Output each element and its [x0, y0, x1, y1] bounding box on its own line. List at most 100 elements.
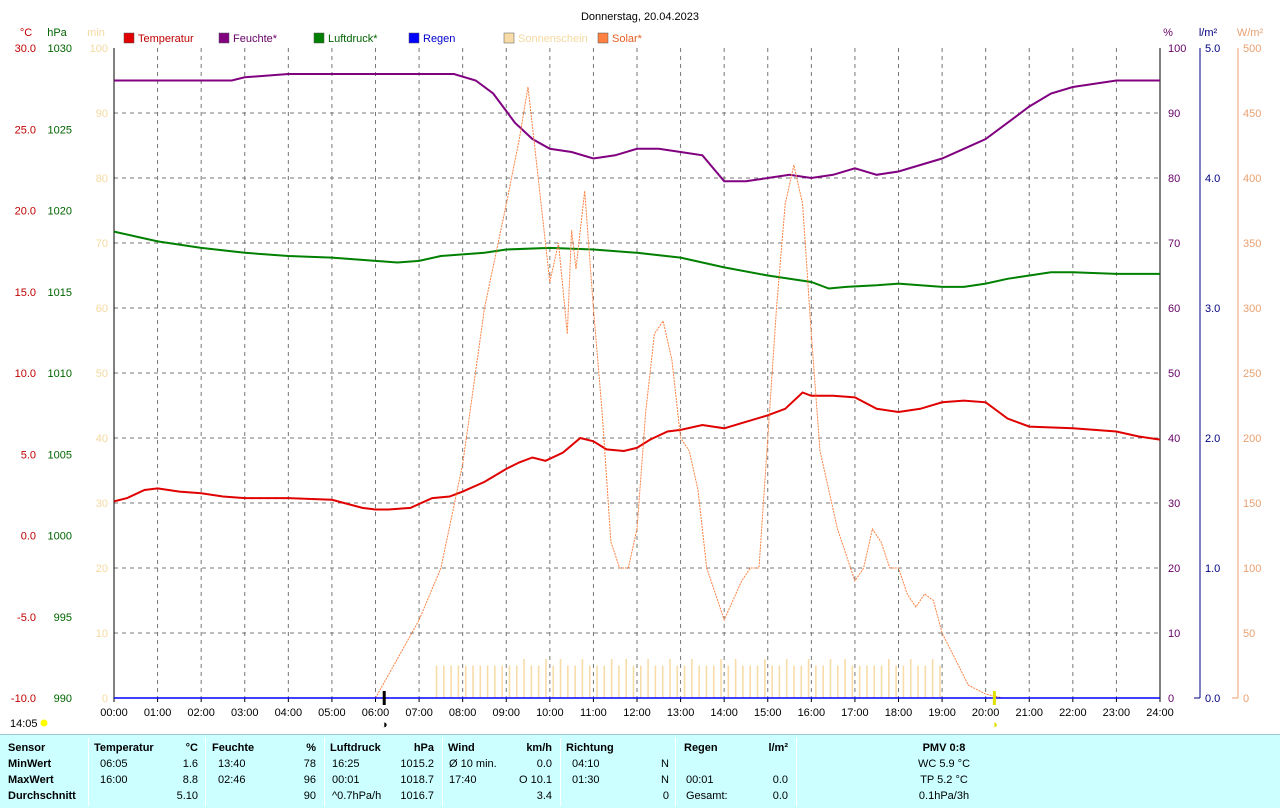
stats-value-pressure: 1015.2 [400, 758, 434, 770]
x-tick-label: 13:00 [667, 707, 695, 719]
axis-tick-sun: 40 [96, 433, 108, 445]
sunset-tick [992, 691, 996, 705]
stats-value-temperature: 8.8 [182, 774, 198, 786]
stats-value-humidity: 78 [303, 758, 316, 770]
x-tick-label: 20:00 [972, 707, 1000, 719]
axis-tick-hum: 20 [1168, 563, 1180, 575]
axis-tick-sun: 60 [96, 303, 108, 315]
stats-value-wind: 3.4 [536, 790, 552, 802]
axis-tick-rain: 2.0 [1205, 433, 1220, 445]
axis-tick-solar: 50 [1243, 628, 1255, 640]
x-tick-label: 24:00 [1146, 707, 1174, 719]
axis-tick-rain: 1.0 [1205, 563, 1220, 575]
grid [114, 48, 1160, 698]
axis-tick-temp: 30.0 [15, 43, 36, 55]
x-tick-label: 12:00 [623, 707, 651, 719]
stats-time-temperature: 16:00 [100, 774, 128, 786]
axis-tick-solar: 350 [1243, 238, 1261, 250]
axis-tick-press: 1030 [48, 43, 72, 55]
axis-tick-sun: 20 [96, 563, 108, 575]
axis-tick-hum: 50 [1168, 368, 1180, 380]
axis-tick-hum: 80 [1168, 173, 1180, 185]
stats-row-label: MaxWert [8, 774, 54, 786]
stats-value-pressure: 1016.7 [400, 790, 434, 802]
legend: Temperatur Feuchte* Luftdruck* Regen Sonnens… [123, 32, 643, 45]
axis-tick-hum: 0 [1168, 693, 1174, 705]
legend-swatch [597, 32, 609, 44]
stats-value-pressure: 1018.7 [400, 774, 434, 786]
x-tick-label: 19:00 [928, 707, 956, 719]
x-tick-label: 08:00 [449, 707, 477, 719]
x-tick-label: 14:00 [710, 707, 738, 719]
x-tick-label: 15:00 [754, 707, 782, 719]
axis-tick-temp: -5.0 [17, 612, 36, 624]
x-tick-label: 16:00 [798, 707, 826, 719]
stats-value-direction: 0 [662, 790, 669, 802]
axis-unit-press: hPa [47, 27, 67, 39]
axis-tick-sun: 80 [96, 173, 108, 185]
axis-tick-sun: 10 [96, 628, 108, 640]
stats-time-rain: 00:01 [686, 774, 714, 786]
axis-tick-solar: 150 [1243, 498, 1261, 510]
axis-tick-solar: 500 [1243, 43, 1261, 55]
stats-header-pmv: PMV 0:8 [922, 742, 966, 754]
axis-tick-sun: 50 [96, 368, 108, 380]
x-tick-label: 05:00 [318, 707, 346, 719]
stats-value-direction: N [661, 758, 669, 770]
stats-value-wind: O 10.1 [518, 774, 552, 786]
stats-time-pressure: ^0.7hPa/h [332, 790, 382, 802]
axis-tick-hum: 60 [1168, 303, 1180, 315]
current-time-label: 14:05 [10, 718, 38, 730]
axis-tick-hum: 100 [1168, 43, 1186, 55]
stats-header-rain: Regen [684, 742, 718, 754]
x-tick-label: 23:00 [1103, 707, 1131, 719]
legend-swatch [218, 32, 230, 44]
axis-tick-hum: 30 [1168, 498, 1180, 510]
axis-tick-press: 1025 [48, 124, 72, 136]
stats-header-pressure: Luftdruck [330, 742, 381, 754]
stats-value-rain: 0.0 [772, 790, 788, 802]
stats-divider [796, 738, 797, 806]
statistics-panel: Sensor MinWert MaxWert Durchschnitt Temperat… [0, 734, 1280, 808]
legend-label: Regen [423, 33, 455, 45]
axis-tick-sun: 90 [96, 108, 108, 120]
axis-unit-solar: W/m² [1237, 27, 1264, 39]
stats-header-wind: Wind [448, 742, 475, 754]
stats-pmv-value: 0.1hPa/3h [918, 790, 970, 802]
legend-label: Luftdruck* [328, 33, 378, 45]
current-time-dot [40, 719, 48, 727]
weather-chart: Donnerstag, 20.04.2023 °C 30.0 25.0 20.0 15.… [10, 11, 1264, 731]
x-tick-label: 04:00 [275, 707, 303, 719]
axis-tick-sun: 100 [90, 43, 108, 55]
stats-time-rain: Gesamt: [686, 790, 728, 802]
axis-tick-press: 1000 [48, 531, 72, 543]
sunset-symbol: ◑ [991, 719, 998, 731]
stats-time-wind: Ø 10 min. [449, 758, 497, 770]
axis-tick-press: 1015 [48, 287, 72, 299]
stats-pmv-value: WC 5.9 °C [917, 758, 971, 770]
stats-divider [442, 738, 443, 806]
stats-value-humidity: 90 [303, 790, 316, 802]
stats-row-label: MinWert [8, 758, 52, 770]
stats-value-direction: N [661, 774, 669, 786]
axis-tick-temp: 15.0 [15, 287, 36, 299]
x-tick-label: 02:00 [187, 707, 215, 719]
stats-time-humidity: 02:46 [218, 774, 246, 786]
markers: 14:05 ◑ ◑ [10, 691, 998, 731]
x-tick-label: 11:00 [580, 707, 607, 719]
series-line-temperatur [113, 391, 1161, 511]
x-tick-label: 06:00 [362, 707, 390, 719]
stats-unit-pressure: hPa [413, 742, 434, 754]
axis-tick-solar: 0 [1243, 693, 1249, 705]
x-tick-label: 17:00 [841, 707, 869, 719]
stats-divider [675, 738, 676, 806]
axis-tick-hum: 40 [1168, 433, 1180, 445]
axis-tick-press: 995 [54, 612, 72, 624]
axis-unit-sun: min [87, 27, 105, 39]
axis-tick-solar: 450 [1243, 108, 1261, 120]
stats-pmv-value: TP 5.2 °C [920, 774, 968, 786]
axis-tick-rain: 4.0 [1205, 173, 1220, 185]
axis-tick-solar: 250 [1243, 368, 1261, 380]
legend-label: Sonnenschein [518, 33, 588, 45]
axis-tick-temp: 5.0 [21, 449, 36, 461]
